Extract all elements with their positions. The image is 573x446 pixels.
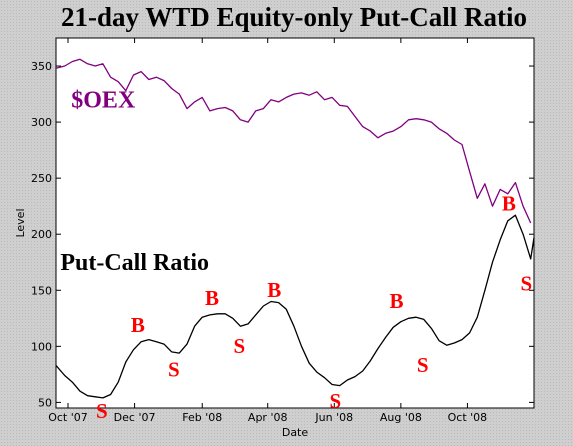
sell-signal-label: S (330, 389, 342, 413)
x-tick-label: Oct '08 (448, 411, 488, 424)
put-call-ratio-line (55, 214, 535, 399)
x-tick-label: Feb '08 (182, 411, 222, 424)
plot-area (55, 37, 535, 409)
sell-signal-label: S (521, 271, 533, 295)
x-tick-label: Aug '08 (380, 411, 422, 424)
x-tick-label: Oct '07 (48, 411, 88, 424)
oex-line (55, 58, 532, 224)
y-tick-label: 250 (31, 172, 52, 185)
series-label: $OEX (71, 88, 136, 114)
sell-signal-label: S (233, 334, 245, 358)
sell-signal-label: S (96, 399, 108, 423)
x-axis-label: Date (282, 426, 309, 439)
x-tick-label: Apr '08 (248, 411, 288, 424)
chart-title: 21-day WTD Equity-only Put-Call Ratio (61, 2, 527, 32)
x-tick-label: Jun '08 (314, 411, 353, 424)
y-tick-label: 300 (31, 116, 52, 129)
x-axis: Oct '07 Dec '07 Feb '08 Apr '08 Jun '08 Aug '… (48, 38, 487, 424)
series-label: Put-Call Ratio (60, 250, 209, 276)
x-tick-label: Dec '07 (114, 411, 156, 424)
sell-signal-label: S (168, 358, 180, 382)
y-axis: 50 100 150 200 250 300 350 (31, 60, 534, 409)
y-tick-label: 100 (31, 340, 52, 353)
series-labels: $OEX Put-Call Ratio (60, 88, 209, 277)
y-tick-label: 200 (31, 228, 52, 241)
y-tick-label: 350 (31, 60, 52, 73)
series-lines (55, 58, 535, 399)
y-tick-label: 50 (38, 396, 52, 409)
buy-signal-label: B (389, 289, 403, 313)
buy-signal-label: B (502, 192, 516, 216)
buy-signal-label: B (131, 313, 145, 337)
y-tick-label: 150 (31, 284, 52, 297)
sell-signal-label: S (417, 353, 429, 377)
buy-signal-label: B (205, 286, 219, 310)
y-axis-label: Level (14, 208, 27, 237)
buy-signal-label: B (267, 278, 281, 302)
